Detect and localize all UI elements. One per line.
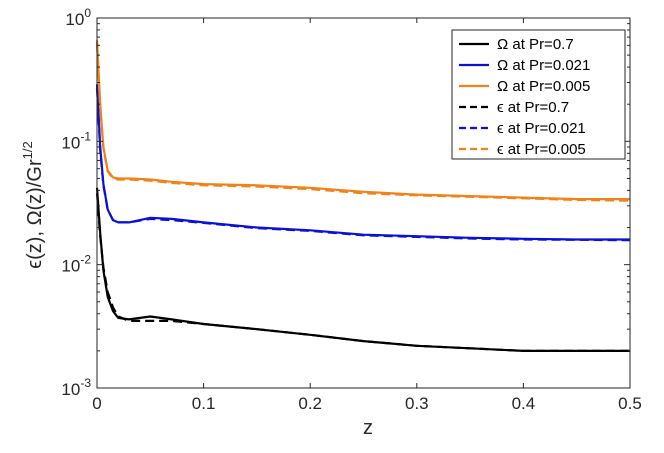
y-tick-label: 100 [65, 6, 91, 29]
legend-label-3: ϵ at Pr=0.7 [497, 99, 569, 116]
legend-label-1: Ω at Pr=0.021 [497, 57, 590, 74]
x-axis-title: z [363, 417, 373, 439]
series-layer [95, 40, 631, 352]
legend-box [451, 29, 626, 160]
series-line-5 [95, 43, 631, 202]
series-line-4 [95, 88, 631, 242]
x-tick-label: 0.1 [192, 394, 216, 413]
y-tick-exponent: -3 [80, 376, 91, 390]
series-line-2 [95, 40, 630, 201]
x-tick-label: 0.3 [405, 394, 429, 413]
legend-label-4: ϵ at Pr=0.021 [497, 120, 586, 137]
y-tick-label: 10-2 [61, 253, 91, 276]
y-tick-label: 10-1 [61, 129, 91, 152]
y-axis-title-main: ϵ(z), Ω(z)/Gr [24, 159, 46, 269]
x-tick-label: 0.2 [298, 394, 322, 413]
y-axis-title-exponent: 1/2 [20, 141, 35, 159]
y-tick-base: 10 [61, 257, 80, 276]
legend-items: Ω at Pr=0.7 Ω at Pr=0.021 Ω at Pr=0.005 ϵ a… [459, 36, 590, 158]
legend: Ω at Pr=0.7 Ω at Pr=0.021 Ω at Pr=0.005 ϵ a… [451, 29, 626, 160]
x-tick-label: 0 [92, 394, 101, 413]
legend-label-5: ϵ at Pr=0.005 [497, 141, 586, 158]
y-tick-base: 10 [61, 133, 80, 152]
legend-label-2: Ω at Pr=0.005 [497, 78, 590, 95]
x-tick-labels: 0 0.1 0.2 0.3 0.4 0.5 [92, 394, 642, 413]
legend-label-0: Ω at Pr=0.7 [497, 36, 574, 53]
series-line-3 [95, 193, 630, 352]
y-tick-base: 10 [61, 380, 80, 399]
y-tick-exponent: 0 [84, 6, 91, 20]
y-tick-label: 10-3 [61, 376, 91, 399]
plot-frame [96, 17, 631, 389]
y-tick-base: 10 [65, 10, 84, 29]
x-tick-label: 0.4 [512, 394, 536, 413]
y-axis-title: ϵ(z), Ω(z)/Gr1/2 [20, 141, 46, 268]
x-tick-label: 0.5 [618, 394, 642, 413]
y-tick-exponent: -1 [80, 129, 91, 143]
y-tick-exponent: -2 [80, 253, 91, 267]
